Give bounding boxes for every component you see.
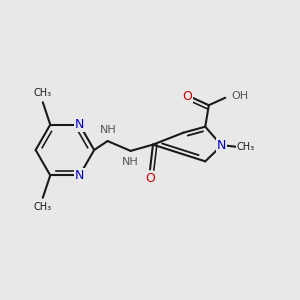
Text: O: O	[145, 172, 155, 185]
Text: N: N	[75, 118, 84, 131]
Text: N: N	[217, 139, 226, 152]
Text: NH: NH	[100, 125, 117, 135]
Text: N: N	[75, 169, 84, 182]
Text: NH: NH	[122, 157, 138, 167]
Text: CH₃: CH₃	[34, 88, 52, 98]
Text: O: O	[182, 90, 192, 103]
Text: OH: OH	[232, 91, 249, 101]
Text: CH₃: CH₃	[34, 202, 52, 212]
Text: CH₃: CH₃	[236, 142, 255, 152]
